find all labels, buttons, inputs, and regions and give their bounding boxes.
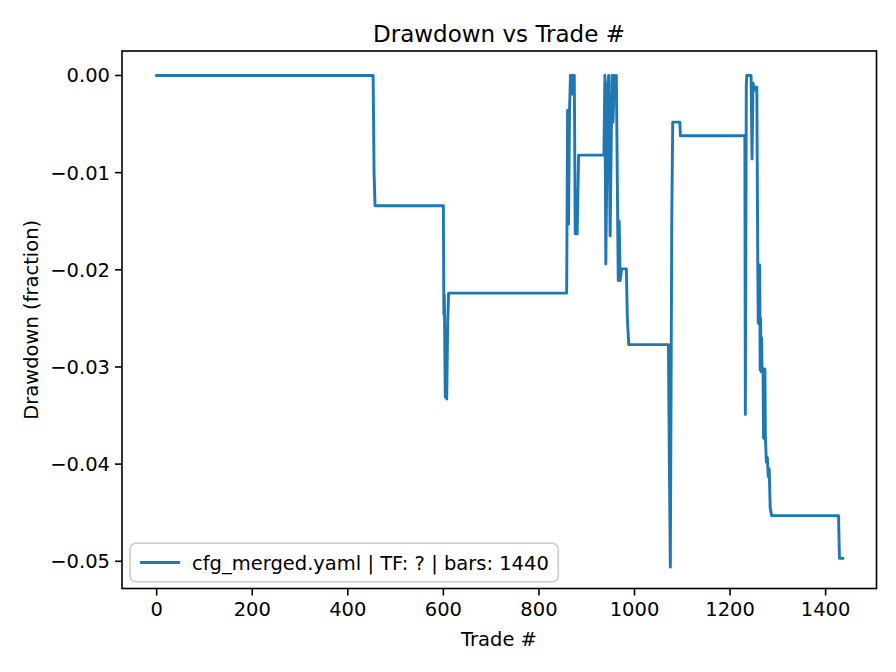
x-tick-label: 1200 — [705, 598, 755, 621]
x-tick-label: 800 — [520, 598, 557, 621]
plot-area-border — [122, 51, 877, 589]
x-tick-label: 400 — [329, 598, 366, 621]
legend: cfg_merged.yaml | TF: ? | bars: 1440 — [130, 543, 558, 581]
y-tick-label: −0.01 — [50, 162, 110, 185]
x-tick-label: 600 — [425, 598, 462, 621]
chart-title: Drawdown vs Trade # — [373, 21, 625, 47]
drawdown-line-chart: 0 200 400 600 800 1000 1200 1400 0.00 −0.01 −0.02 −… — [0, 0, 896, 672]
y-axis-label: Drawdown (fraction) — [20, 220, 43, 420]
x-tick-label: 0 — [150, 598, 162, 621]
legend-label: cfg_merged.yaml | TF: ? | bars: 1440 — [192, 552, 549, 575]
axis-ticks: 0 200 400 600 800 1000 1200 1400 0.00 −0.01 −0.02 −… — [50, 64, 850, 620]
x-axis-label: Trade # — [460, 628, 537, 651]
y-tick-label: −0.03 — [50, 356, 110, 379]
x-tick-label: 200 — [234, 598, 271, 621]
drawdown-series-line — [157, 75, 843, 567]
y-tick-label: −0.02 — [50, 259, 110, 282]
figure: 0 200 400 600 800 1000 1200 1400 0.00 −0.01 −0.02 −… — [0, 0, 896, 672]
y-tick-label: −0.05 — [50, 550, 110, 573]
x-tick-label: 1400 — [801, 598, 851, 621]
x-tick-label: 1000 — [610, 598, 660, 621]
y-tick-label: −0.04 — [50, 453, 110, 476]
y-tick-label: 0.00 — [67, 64, 110, 87]
